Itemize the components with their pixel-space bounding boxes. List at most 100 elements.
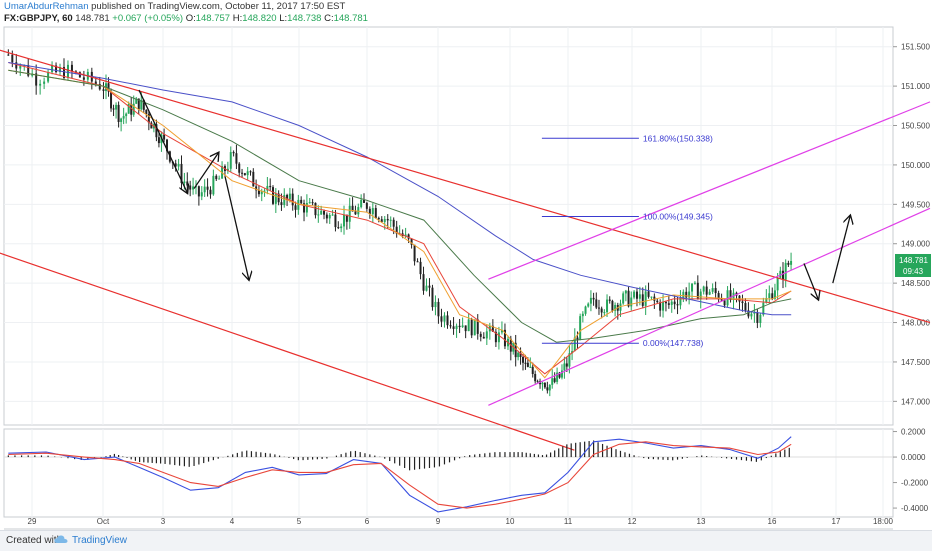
ohlc-low: L:148.738 bbox=[279, 13, 322, 24]
candles bbox=[7, 49, 793, 397]
osc-tick-label: 0.2000 bbox=[901, 428, 926, 437]
candle-body bbox=[473, 319, 476, 336]
candle-body bbox=[673, 301, 676, 305]
candle-body bbox=[218, 178, 221, 180]
candle-body bbox=[624, 290, 627, 294]
candle-body bbox=[600, 308, 603, 313]
candle-body bbox=[659, 302, 662, 311]
candle-body bbox=[679, 297, 682, 306]
candle-body bbox=[413, 244, 416, 262]
candle-body bbox=[437, 301, 440, 317]
candle-body bbox=[563, 363, 566, 371]
x-tick-label: 5 bbox=[297, 517, 302, 526]
candle-body bbox=[389, 219, 392, 221]
candle-body bbox=[656, 300, 659, 303]
candle-body bbox=[374, 208, 377, 218]
candle-body bbox=[638, 294, 641, 299]
candle-body bbox=[70, 64, 73, 72]
candle-body bbox=[759, 314, 762, 323]
candle-body bbox=[197, 186, 200, 197]
y-tick-label: 150.000 bbox=[901, 161, 930, 170]
candle-body bbox=[482, 336, 485, 339]
candle-body bbox=[107, 83, 110, 92]
candle-body bbox=[354, 211, 357, 215]
candle-body bbox=[494, 331, 497, 343]
candle-body bbox=[305, 202, 308, 213]
candle-body bbox=[467, 319, 470, 332]
tradingview-link[interactable]: TradingView bbox=[72, 535, 128, 546]
candle-body bbox=[212, 175, 215, 195]
x-tick-label: 17 bbox=[832, 517, 841, 526]
fib-level-label: 161.80%(150.338) bbox=[643, 133, 713, 143]
candle-body bbox=[452, 326, 455, 329]
candle-body bbox=[132, 103, 135, 115]
candle-body bbox=[553, 378, 556, 382]
candle-body bbox=[416, 261, 419, 263]
candle-body bbox=[744, 303, 747, 311]
candle-body bbox=[110, 91, 113, 109]
candle-body bbox=[741, 301, 744, 304]
candle-body bbox=[209, 189, 212, 195]
candle-body bbox=[192, 186, 195, 190]
candle-body bbox=[565, 363, 568, 367]
candle-body bbox=[117, 104, 120, 122]
x-tick-label: 16 bbox=[768, 517, 777, 526]
candle-body bbox=[320, 210, 323, 215]
candle-body bbox=[98, 83, 101, 90]
candle-body bbox=[633, 291, 636, 298]
candle-body bbox=[779, 270, 782, 278]
x-tick-label: 18:00 bbox=[873, 517, 894, 526]
candle-body bbox=[568, 353, 571, 367]
candle-body bbox=[94, 81, 97, 84]
price-chart[interactable]: 151.500 151.000 150.500 150.000 149.500 149.0… bbox=[0, 0, 932, 530]
candle-body bbox=[541, 382, 544, 385]
candle-body bbox=[294, 205, 297, 210]
symbol-label: FX:GBPJPY, 60 bbox=[4, 13, 73, 24]
candle-body bbox=[189, 185, 192, 190]
candle-body bbox=[122, 116, 125, 119]
candle-body bbox=[286, 194, 289, 200]
candle-body bbox=[340, 226, 343, 229]
candle-body bbox=[11, 54, 14, 63]
candle-body bbox=[241, 172, 244, 174]
candle-body bbox=[461, 325, 464, 328]
candle-body bbox=[622, 293, 625, 304]
candle-body bbox=[252, 171, 255, 187]
candle-body bbox=[531, 366, 534, 374]
candle-body bbox=[720, 299, 723, 301]
candle-body bbox=[587, 303, 590, 307]
candle-body bbox=[249, 171, 252, 173]
moving-average-line bbox=[8, 69, 792, 379]
candle-body bbox=[180, 163, 183, 184]
created-with-text: Created with bbox=[6, 535, 63, 546]
candle-body bbox=[458, 325, 461, 328]
candle-body bbox=[404, 234, 407, 237]
candle-body bbox=[177, 163, 180, 167]
candle-body bbox=[145, 109, 148, 115]
candle-body bbox=[380, 219, 383, 222]
y-tick-label: 147.000 bbox=[901, 397, 930, 406]
ohlc-close: C:148.781 bbox=[324, 13, 368, 24]
candle-body bbox=[753, 312, 756, 314]
y-tick-label: 150.500 bbox=[901, 122, 930, 131]
candle-body bbox=[331, 214, 334, 216]
candle-body bbox=[682, 291, 685, 298]
candle-body bbox=[174, 163, 177, 167]
candle-body bbox=[257, 190, 260, 195]
candle-body bbox=[503, 329, 506, 347]
candle-body bbox=[300, 199, 303, 204]
candle-body bbox=[714, 288, 717, 294]
x-tick-label: 3 bbox=[161, 517, 166, 526]
candle-body bbox=[428, 285, 431, 288]
candle-body bbox=[670, 301, 673, 305]
candle-body bbox=[314, 202, 317, 216]
candle-body bbox=[246, 171, 249, 176]
candle-body bbox=[667, 303, 670, 305]
y-tick-label: 151.500 bbox=[901, 43, 930, 52]
candle-body bbox=[589, 297, 592, 304]
candle-body bbox=[664, 301, 667, 304]
trend-channel-line bbox=[488, 101, 931, 280]
author-link[interactable]: UmarAbdurRehman bbox=[4, 1, 89, 12]
candle-body bbox=[455, 325, 458, 329]
x-tick-label: 9 bbox=[436, 517, 441, 526]
